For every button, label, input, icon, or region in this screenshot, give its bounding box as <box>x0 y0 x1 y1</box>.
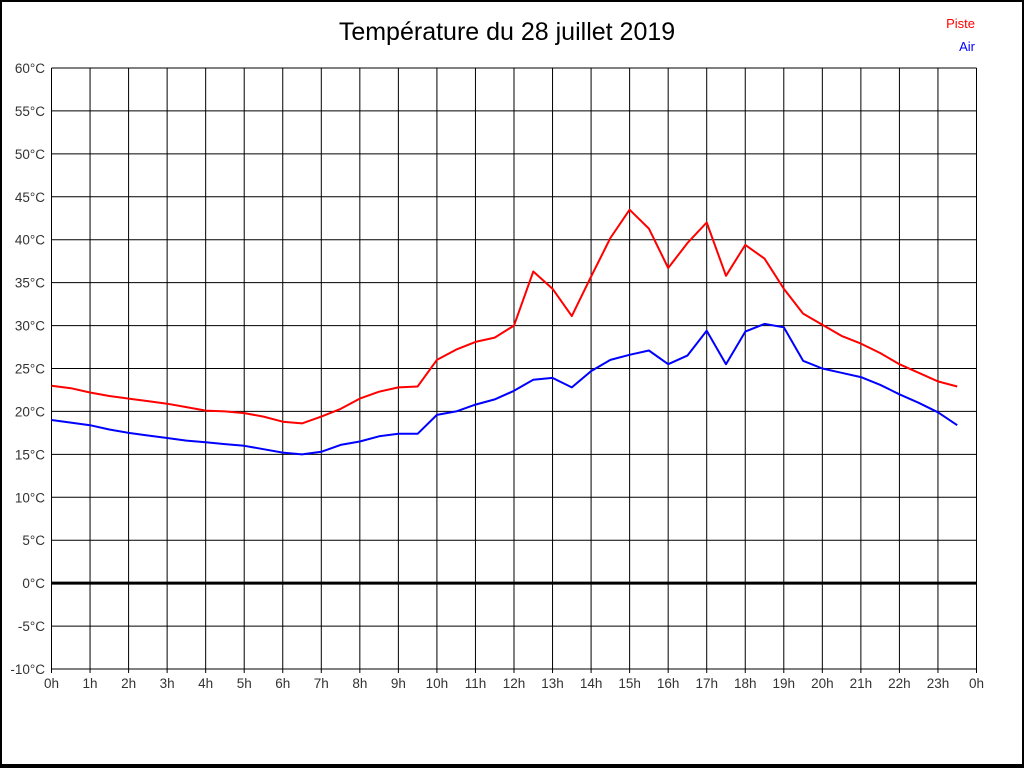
svg-text:23h: 23h <box>927 676 950 691</box>
svg-text:15h: 15h <box>618 676 641 691</box>
series-piste-line <box>51 208 958 425</box>
svg-text:25°C: 25°C <box>15 362 45 377</box>
svg-text:1h: 1h <box>83 676 98 691</box>
svg-text:20°C: 20°C <box>15 404 45 419</box>
svg-text:18h: 18h <box>734 676 757 691</box>
svg-text:3h: 3h <box>160 676 175 691</box>
svg-text:0°C: 0°C <box>22 576 45 591</box>
svg-text:15°C: 15°C <box>15 447 45 462</box>
svg-text:10°C: 10°C <box>15 490 45 505</box>
legend-item-air: Air <box>959 39 975 54</box>
svg-text:12h: 12h <box>503 676 526 691</box>
svg-text:6h: 6h <box>275 676 290 691</box>
svg-text:55°C: 55°C <box>15 104 45 119</box>
svg-text:8h: 8h <box>352 676 367 691</box>
svg-text:10h: 10h <box>426 676 449 691</box>
svg-text:19h: 19h <box>773 676 796 691</box>
svg-text:21h: 21h <box>850 676 873 691</box>
svg-text:5h: 5h <box>237 676 252 691</box>
svg-text:17h: 17h <box>695 676 718 691</box>
svg-text:2h: 2h <box>121 676 136 691</box>
svg-text:35°C: 35°C <box>15 276 45 291</box>
svg-text:20h: 20h <box>811 676 834 691</box>
svg-text:7h: 7h <box>314 676 329 691</box>
legend-item-piste: Piste <box>946 16 975 31</box>
svg-text:13h: 13h <box>541 676 564 691</box>
y-axis-labels: 60°C 55°C 50°C 45°C 40°C 35°C 30°C 25°C 20°C 15°C… <box>10 61 45 677</box>
svg-text:-10°C: -10°C <box>10 662 45 677</box>
svg-text:9h: 9h <box>391 676 406 691</box>
svg-text:22h: 22h <box>888 676 911 691</box>
legend: Piste Air <box>946 12 975 58</box>
svg-text:4h: 4h <box>198 676 213 691</box>
svg-text:30°C: 30°C <box>15 319 45 334</box>
svg-text:0h: 0h <box>969 676 984 691</box>
svg-text:11h: 11h <box>465 676 487 691</box>
svg-text:40°C: 40°C <box>15 233 45 248</box>
series-air-line <box>51 322 958 456</box>
svg-text:60°C: 60°C <box>15 61 45 76</box>
svg-text:5°C: 5°C <box>22 533 45 548</box>
svg-text:50°C: 50°C <box>15 147 45 162</box>
svg-text:-5°C: -5°C <box>18 619 45 634</box>
svg-text:45°C: 45°C <box>15 190 45 205</box>
x-axis-labels: 0h 1h 2h 3h 4h 5h 6h 7h 8h 9h 10h 11h 12h 13h 14h 15h 16… <box>44 676 984 691</box>
svg-text:16h: 16h <box>657 676 680 691</box>
svg-text:14h: 14h <box>580 676 603 691</box>
chart-title: Température du 28 juillet 2019 <box>338 18 676 46</box>
svg-text:0h: 0h <box>44 676 59 691</box>
